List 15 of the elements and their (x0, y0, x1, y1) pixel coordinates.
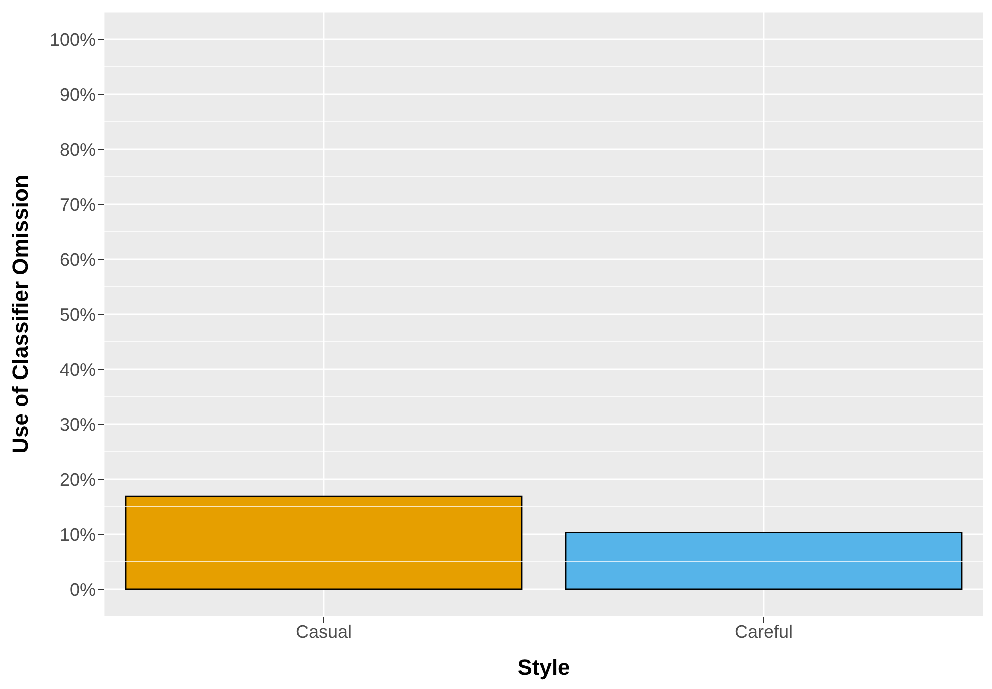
y-tick-label: 100% (50, 30, 96, 50)
x-axis-title: Style (518, 655, 570, 680)
y-tick-label: 20% (60, 470, 96, 490)
y-tick-label: 50% (60, 304, 96, 325)
y-tick-label: 40% (60, 360, 96, 380)
x-tick-label: Casual (296, 622, 352, 642)
y-tick-label: 0% (70, 580, 96, 600)
y-tick-label: 30% (60, 414, 96, 435)
y-axis-title: Use of Classifier Omission (8, 175, 33, 454)
y-tick-label: 10% (60, 524, 96, 545)
y-tick-label: 80% (60, 140, 96, 160)
x-tick-label: Careful (734, 622, 794, 642)
y-tick-label: 70% (60, 194, 96, 215)
y-tick-label: 60% (60, 250, 96, 270)
y-tick-label: 90% (60, 84, 96, 105)
